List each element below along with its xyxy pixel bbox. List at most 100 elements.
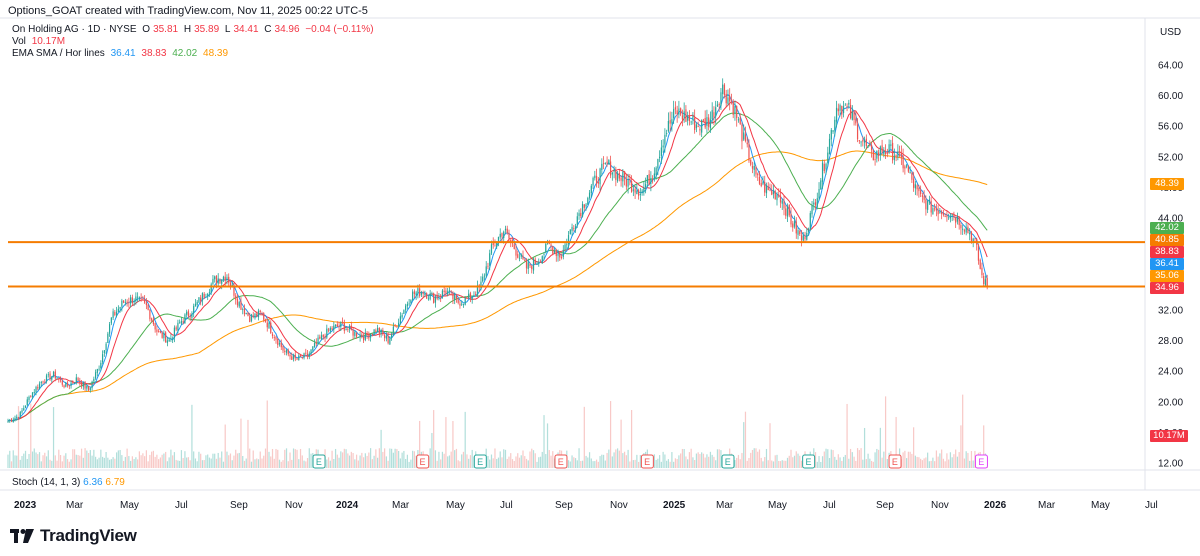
candle-body — [518, 257, 521, 259]
candle-body — [305, 352, 307, 354]
candle-body — [604, 162, 606, 164]
volume-bar — [518, 457, 521, 468]
volume-bar — [820, 461, 822, 468]
candle-body — [727, 97, 729, 104]
volume-bar — [708, 456, 710, 468]
earnings-marker[interactable]: E — [312, 454, 326, 469]
earnings-marker[interactable]: E — [888, 454, 902, 469]
volume-bar — [180, 450, 183, 468]
candle-body — [301, 357, 303, 358]
earnings-marker[interactable]: E — [473, 454, 487, 469]
stoch-d-value: 6.79 — [105, 477, 125, 488]
candle-body — [623, 171, 626, 179]
candle-body — [289, 354, 291, 357]
earnings-marker[interactable]: E — [721, 454, 735, 469]
volume-bar — [830, 449, 832, 468]
volume-bar — [93, 449, 95, 468]
volume-bar — [588, 452, 591, 468]
time-tick-label: Mar — [1038, 500, 1056, 511]
candle-body — [972, 238, 974, 243]
volume-bar — [163, 453, 165, 468]
candle-body — [513, 244, 515, 250]
candle-body — [802, 235, 804, 241]
candle-body — [203, 293, 205, 298]
time-tick-label: Sep — [876, 500, 894, 511]
stoch-label[interactable]: Stoch (14, 1, 3) — [12, 477, 81, 488]
price-badge: 48.39 — [1150, 178, 1184, 190]
candle-body — [40, 381, 42, 384]
volume-bar — [68, 461, 70, 468]
volume-bar — [112, 457, 114, 468]
candle-body — [524, 260, 526, 261]
volume-bar — [105, 451, 107, 468]
candle-body — [77, 378, 79, 381]
volume-bar — [669, 461, 671, 468]
volume-bar — [247, 419, 249, 468]
volume-bar — [567, 460, 570, 468]
volume-bar — [690, 448, 692, 468]
candle-body — [611, 172, 613, 175]
volume-bar — [303, 460, 305, 468]
volume-bar — [657, 458, 659, 468]
candle-body — [376, 327, 379, 332]
candle-body — [89, 388, 91, 390]
sma-mid-line — [7, 112, 988, 422]
volume-bar — [242, 455, 244, 468]
candle-body — [753, 165, 755, 170]
candle-body — [443, 290, 445, 292]
candle-body — [900, 152, 902, 158]
volume-bar — [685, 456, 687, 468]
candle-body — [608, 159, 610, 165]
symbol-title[interactable]: On Holding AG · 1D · NYSE — [12, 24, 137, 35]
volume-bar — [524, 456, 526, 468]
candle-body — [529, 263, 531, 267]
volume-bar — [98, 457, 100, 468]
volume-label[interactable]: Vol — [12, 36, 26, 47]
earnings-marker[interactable]: E — [802, 454, 816, 469]
candle-body — [80, 381, 83, 387]
volume-bar — [436, 460, 438, 468]
volume-bar — [306, 458, 309, 468]
volume-bar — [368, 452, 370, 468]
candle-body — [123, 300, 125, 303]
earnings-marker[interactable]: E — [974, 454, 988, 469]
candle-body — [962, 228, 964, 230]
volume-bar — [765, 448, 768, 468]
candle-body — [151, 318, 153, 321]
candle-body — [52, 371, 55, 376]
volume-bar — [82, 457, 84, 468]
candle-body — [387, 335, 389, 344]
earnings-marker[interactable]: E — [416, 454, 430, 469]
candles — [7, 78, 988, 424]
candle-body — [828, 138, 831, 155]
earnings-marker[interactable]: E — [554, 454, 568, 469]
volume-bar — [254, 459, 256, 468]
volume-bar — [625, 455, 627, 468]
candle-body — [368, 334, 370, 339]
volume-bar — [457, 460, 459, 468]
tradingview-logo[interactable]: TradingView — [10, 526, 137, 546]
stoch-k-value: 6.36 — [83, 477, 103, 488]
candle-body — [403, 310, 405, 314]
candle-body — [715, 107, 717, 116]
volume-bar — [222, 461, 225, 468]
candle-body — [426, 293, 428, 299]
indicator-label[interactable]: EMA SMA / Hor lines — [12, 48, 105, 59]
earnings-marker[interactable]: E — [640, 454, 654, 469]
candle-body — [210, 284, 212, 293]
volume-bar — [289, 452, 291, 468]
volume-bar — [851, 452, 853, 468]
candle-body — [242, 308, 244, 310]
volume-bar — [527, 460, 529, 468]
candle-body — [772, 191, 775, 195]
volume-bar — [137, 459, 139, 468]
candle-body — [876, 150, 878, 159]
volume-bar — [33, 448, 35, 468]
candle-body — [75, 377, 77, 383]
candle-body — [355, 332, 358, 337]
currency-label[interactable]: USD — [1160, 27, 1182, 38]
candle-body — [746, 142, 748, 145]
volume-bar — [608, 449, 610, 468]
candle-body — [504, 228, 507, 231]
